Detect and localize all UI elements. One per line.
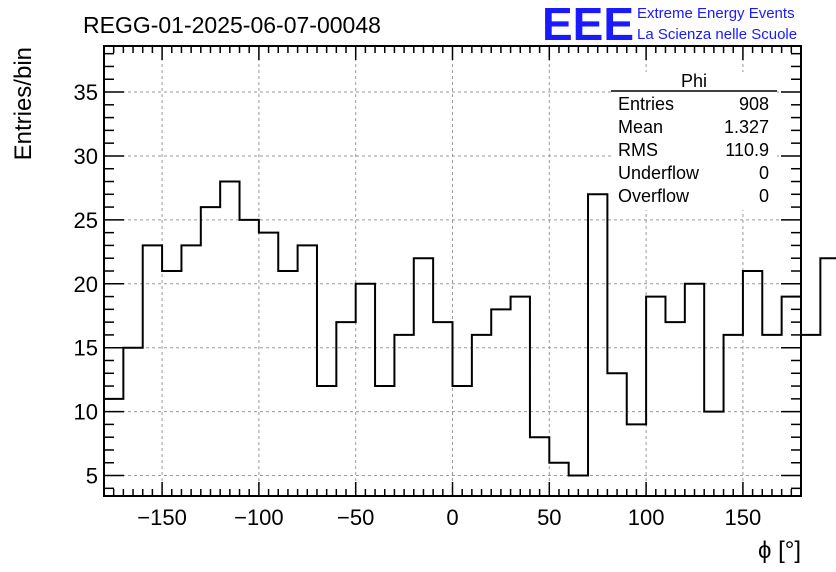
y-tick-label: 35: [74, 80, 98, 105]
stats-row-label: Overflow: [618, 186, 690, 206]
stats-box-rows: Entries 908 Mean 1.327 RMS 110.9 Underflow 0 Ove…: [618, 94, 769, 206]
histogram-outline: [104, 180, 836, 477]
stats-row-label: Entries: [618, 94, 674, 114]
stats-row-label: RMS: [618, 140, 658, 160]
plot-frame: [103, 45, 802, 497]
stats-row-value: 0: [759, 186, 769, 206]
eee-logo-line1: Extreme Energy Events: [637, 5, 795, 22]
y-tick-label: 30: [74, 144, 98, 169]
x-tick-label: −150: [137, 505, 187, 530]
stats-box-title: Phi: [681, 71, 707, 91]
x-tick-label: 50: [537, 505, 561, 530]
stats-row-value: 908: [739, 94, 769, 114]
stats-row-value: 1.327: [724, 117, 769, 137]
stats-row-label: Mean: [618, 117, 663, 137]
y-axis-title: Entries/bin: [10, 47, 37, 160]
y-tick-label: 25: [74, 208, 98, 233]
axis-ticks: [104, 46, 801, 496]
eee-logo-line2: La Scienza nelle Scuole: [637, 26, 797, 43]
x-axis-title: ϕ [°]: [758, 537, 801, 564]
y-tick-label: 20: [74, 272, 98, 297]
y-tick-labels: 5 10 15 20 25 30 35: [74, 80, 98, 489]
x-tick-label: 150: [725, 505, 762, 530]
chart-title: REGG-01-2025-06-07-00048: [83, 12, 381, 38]
stats-row-value: 110.9: [725, 140, 769, 160]
stats-row-value: 0: [759, 163, 769, 183]
eee-logo: EEE Extreme Energy Events La Scienza nel…: [542, 0, 797, 50]
eee-logo-mark: EEE: [542, 0, 634, 50]
stats-row-label: Underflow: [618, 163, 700, 183]
x-tick-label: 0: [446, 505, 458, 530]
y-tick-label: 5: [86, 464, 98, 489]
y-tick-label: 15: [74, 336, 98, 361]
y-tick-label: 10: [74, 400, 98, 425]
x-tick-label: −100: [234, 505, 284, 530]
x-tick-labels: −150 −100 −50 0 50 100 150: [137, 505, 761, 530]
x-tick-label: 100: [628, 505, 665, 530]
stats-box-background: [611, 72, 777, 210]
x-tick-label: −50: [337, 505, 374, 530]
stats-box: Phi Entries 908 Mean 1.327 RMS 110.9 Underflow…: [611, 71, 777, 210]
